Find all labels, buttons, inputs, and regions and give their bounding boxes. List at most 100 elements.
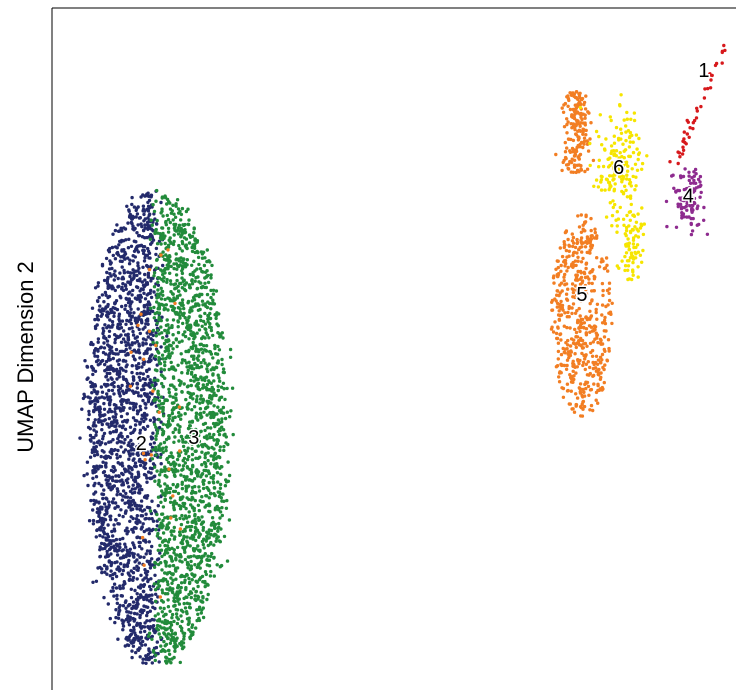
scatter-point — [623, 268, 627, 273]
scatter-point — [122, 268, 126, 273]
scatter-point — [194, 626, 198, 630]
scatter-point — [625, 173, 629, 177]
scatter-point — [186, 207, 190, 211]
scatter-point — [635, 168, 640, 172]
scatter-point — [125, 204, 129, 208]
scatter-point — [104, 256, 109, 261]
scatter-point — [218, 482, 223, 487]
scatter-point — [176, 617, 180, 621]
scatter-point — [588, 341, 593, 346]
scatter-point — [571, 302, 576, 306]
scatter-point — [104, 375, 108, 379]
scatter-point — [142, 362, 146, 366]
scatter-point — [158, 536, 162, 540]
scatter-point — [112, 311, 116, 315]
scatter-point — [143, 643, 148, 647]
scatter-point — [572, 154, 577, 158]
scatter-point — [101, 326, 105, 331]
scatter-point — [201, 250, 206, 254]
scatter-point — [631, 268, 635, 272]
scatter-point — [175, 484, 179, 489]
scatter-point — [121, 424, 125, 428]
scatter-point — [92, 483, 96, 488]
scatter-point — [571, 288, 576, 292]
scatter-point — [599, 371, 603, 375]
scatter-point — [556, 313, 561, 317]
scatter-point — [582, 102, 586, 107]
scatter-point — [147, 506, 151, 510]
scatter-point — [159, 500, 163, 504]
scatter-point — [83, 359, 87, 363]
scatter-point — [166, 226, 171, 231]
scatter-point — [171, 572, 175, 577]
scatter-point — [568, 91, 572, 95]
scatter-point — [221, 492, 225, 496]
scatter-point — [189, 524, 194, 529]
scatter-point — [131, 333, 136, 337]
scatter-point — [146, 399, 151, 404]
scatter-point — [128, 406, 132, 410]
scatter-point — [148, 442, 153, 446]
scatter-point — [582, 321, 587, 325]
scatter-point — [143, 458, 147, 462]
scatter-point — [123, 419, 127, 423]
scatter-point — [161, 518, 165, 523]
scatter-point — [160, 207, 164, 211]
scatter-point — [149, 218, 153, 222]
scatter-point — [120, 435, 124, 439]
scatter-point — [174, 204, 178, 208]
scatter-point — [142, 259, 147, 263]
scatter-point — [633, 225, 637, 229]
scatter-point — [189, 372, 194, 376]
scatter-point — [635, 227, 639, 231]
scatter-point — [569, 170, 573, 174]
scatter-point — [136, 535, 140, 539]
scatter-point — [642, 222, 646, 226]
scatter-point — [598, 337, 603, 341]
scatter-point — [140, 611, 144, 615]
scatter-point — [683, 167, 687, 171]
scatter-point — [157, 239, 162, 243]
scatter-point — [114, 403, 118, 408]
scatter-point — [132, 401, 136, 406]
scatter-point — [196, 418, 200, 422]
scatter-point — [589, 121, 593, 125]
scatter-point — [218, 445, 222, 449]
scatter-point — [115, 223, 119, 227]
scatter-point — [151, 462, 156, 466]
scatter-point — [211, 387, 216, 392]
scatter-point — [129, 307, 133, 311]
scatter-point — [631, 236, 636, 240]
scatter-point — [140, 547, 144, 551]
scatter-point — [158, 473, 162, 477]
scatter-point — [678, 155, 682, 159]
scatter-point — [193, 529, 198, 534]
scatter-point — [570, 262, 574, 266]
scatter-point — [121, 624, 126, 628]
scatter-point — [558, 291, 562, 295]
scatter-point — [161, 357, 165, 361]
scatter-point — [228, 347, 233, 352]
scatter-point — [107, 554, 111, 558]
scatter-point — [578, 102, 583, 107]
scatter-point — [627, 247, 631, 251]
scatter-point — [121, 337, 126, 341]
scatter-point — [100, 441, 104, 445]
scatter-point — [594, 307, 598, 312]
scatter-point — [180, 573, 184, 578]
scatter-point — [216, 384, 220, 388]
scatter-point — [161, 406, 165, 410]
scatter-point — [161, 231, 165, 236]
scatter-point — [205, 530, 209, 534]
scatter-point — [131, 416, 136, 420]
scatter-point — [219, 334, 223, 338]
scatter-point — [142, 589, 146, 594]
scatter-point — [181, 241, 185, 246]
scatter-point — [163, 363, 167, 368]
scatter-point — [102, 278, 107, 283]
scatter-point — [720, 50, 724, 55]
scatter-point — [114, 586, 119, 590]
scatter-point — [124, 377, 128, 382]
scatter-point — [183, 334, 188, 339]
scatter-point — [578, 105, 583, 110]
